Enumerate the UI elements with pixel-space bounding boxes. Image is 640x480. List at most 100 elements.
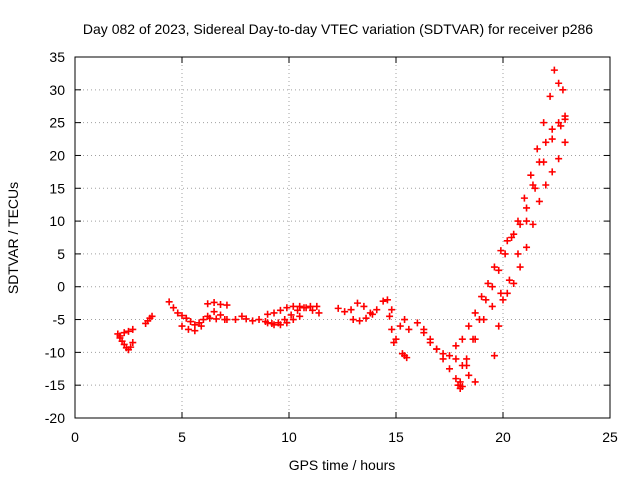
data-point [242,315,250,323]
data-point [482,296,490,304]
data-point [165,298,173,306]
x-tick-label: 5 [178,429,186,445]
data-point [392,335,400,343]
data-point [204,300,212,308]
data-point [495,266,503,274]
data-point [503,289,511,297]
data-point [191,321,199,329]
y-tick-label: 5 [57,246,65,262]
data-point [446,352,453,360]
data-point [471,335,479,343]
data-point [289,302,297,310]
data-point [542,138,550,146]
data-point [520,194,528,202]
data-point [561,115,569,123]
data-point [503,237,511,245]
data-point [238,312,246,320]
chart-title: Day 082 of 2023, Sidereal Day-to-day VTE… [83,21,593,37]
x-axis-label: GPS time / hours [289,457,396,473]
data-point [349,316,357,324]
data-point [125,327,132,335]
data-point [204,312,212,320]
data-point [516,263,524,271]
data-point [413,319,421,327]
data-point [276,321,284,329]
y-tick-label: 0 [57,279,65,295]
data-point [456,378,464,386]
data-point [287,311,295,319]
data-point [356,317,364,325]
data-point [270,321,278,329]
data-point [463,361,471,369]
data-point [223,316,231,324]
data-point [178,312,186,320]
x-tick-label: 15 [388,429,404,445]
axis-ticks [74,56,611,419]
y-tick-label: -10 [45,344,65,360]
data-point [127,343,135,351]
y-tick-label: -5 [53,312,66,328]
data-point [396,322,404,330]
data-point [439,350,447,358]
data-point [433,345,441,353]
y-tick-label: -20 [45,410,65,426]
data-point [529,220,537,228]
data-point [334,304,342,312]
data-point [379,297,387,305]
data-point [386,312,394,320]
y-tick-label: 10 [49,213,65,229]
data-point [199,316,207,324]
data-point [309,306,317,314]
data-point [223,301,231,309]
data-point [116,332,124,340]
data-point [497,247,505,255]
data-point [458,382,466,390]
data-point [178,322,186,330]
data-point [401,316,409,324]
data-point [383,296,391,304]
data-point [360,302,368,310]
plot-frame [74,56,611,419]
grid-lines [75,57,610,418]
data-point [478,293,486,301]
data-point [490,263,498,271]
data-point [523,204,531,212]
data-point [373,306,381,314]
data-point [523,243,531,251]
data-point [557,122,565,130]
data-point [559,86,567,94]
data-point [555,155,563,163]
data-point [548,168,556,176]
data-point [210,298,218,306]
data-point [452,375,460,383]
data-point [501,250,509,258]
data-point [514,250,522,258]
data-point [542,181,550,189]
data-point [533,145,541,153]
data-point [535,197,543,205]
data-point [353,299,361,307]
data-point [289,316,297,324]
data-point [174,309,182,317]
y-tick-label: 35 [49,49,65,65]
data-point [548,125,556,133]
data-point [315,309,323,317]
x-tick-label: 10 [281,429,297,445]
data-point [306,302,314,310]
data-point [184,325,192,333]
data-point [531,184,539,192]
data-point [148,312,156,320]
data-point [362,314,370,322]
y-tick-label: -15 [45,377,65,393]
data-point [296,312,304,320]
data-point [120,329,128,337]
data-point [270,309,278,317]
x-tick-label: 25 [602,429,618,445]
data-point [187,318,195,326]
data-point [488,283,496,291]
data-points [114,66,569,392]
data-point [255,316,263,324]
data-point [182,314,190,322]
data-point [210,308,218,316]
data-point [490,352,498,360]
